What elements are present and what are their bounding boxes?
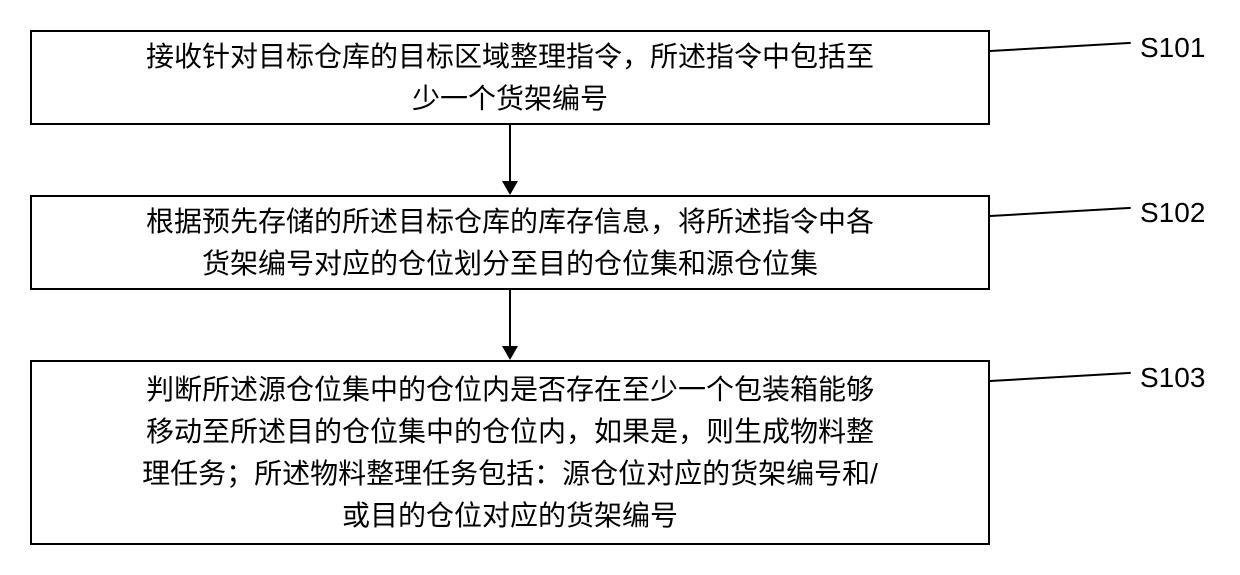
step-box-s102: 根据预先存储的所述目标仓库的库存信息，将所述指令中各 货架编号对应的仓位划分至目…: [30, 195, 990, 290]
step-text: 接收针对目标仓库的目标区域整理指令，所述指令中包括至 少一个货架编号: [146, 36, 874, 120]
leader-line: [990, 372, 1131, 382]
arrow-line: [509, 125, 511, 181]
flowchart-container: 接收针对目标仓库的目标区域整理指令，所述指令中包括至 少一个货架编号 S101 …: [20, 20, 1220, 555]
arrow-line: [509, 290, 511, 346]
step-label-s102: S102: [1140, 197, 1205, 229]
leader-line: [990, 42, 1131, 52]
step-box-s103: 判断所述源仓位集中的仓位内是否存在至少一个包装箱能够 移动至所述目的仓位集中的仓…: [30, 360, 990, 545]
step-text: 根据预先存储的所述目标仓库的库存信息，将所述指令中各 货架编号对应的仓位划分至目…: [146, 201, 874, 285]
arrow-head-icon: [502, 181, 518, 195]
leader-line: [990, 207, 1131, 217]
arrow-head-icon: [502, 346, 518, 360]
step-text: 判断所述源仓位集中的仓位内是否存在至少一个包装箱能够 移动至所述目的仓位集中的仓…: [142, 369, 878, 537]
step-label-s101: S101: [1140, 32, 1205, 64]
step-label-s103: S103: [1140, 362, 1205, 394]
step-box-s101: 接收针对目标仓库的目标区域整理指令，所述指令中包括至 少一个货架编号: [30, 30, 990, 125]
